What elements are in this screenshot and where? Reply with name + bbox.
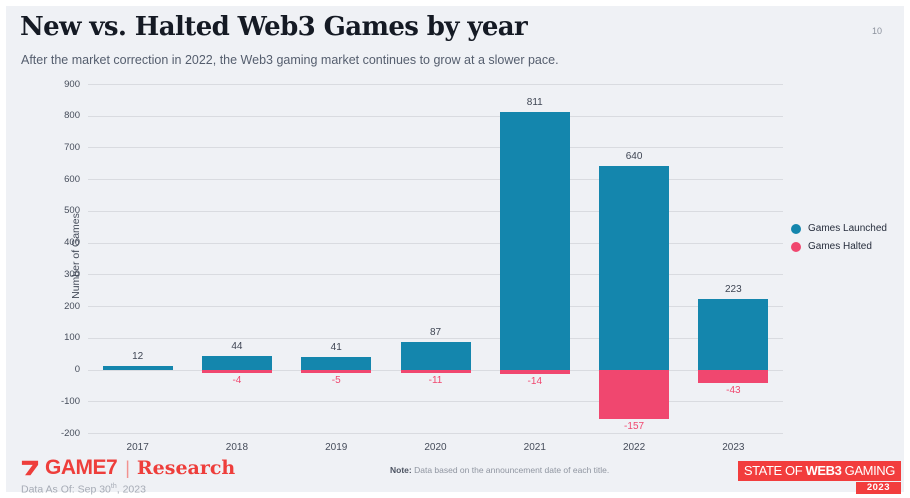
gridline-300	[88, 274, 783, 276]
y-tick-800: 800	[64, 110, 80, 122]
value-label-games-halted-2018: -4	[232, 374, 242, 386]
game7-7-icon	[21, 460, 39, 476]
gridline-700	[88, 147, 783, 149]
bar-games-launched-2018	[201, 355, 272, 370]
x-tick-2020: 2020	[424, 442, 447, 453]
badge-title: STATE OF WEB3 GAMING	[737, 461, 901, 481]
value-label-games-launched-2017: 12	[132, 350, 144, 362]
bar-games-halted-2022	[599, 369, 670, 420]
y-axis-title: Number of Games	[70, 213, 82, 299]
x-tick-2018: 2018	[225, 442, 249, 453]
gridline--200	[88, 433, 783, 434]
x-tick-2017: 2017	[126, 442, 149, 453]
data-as-of: Data As Of: Sep 30th, 2023	[21, 483, 146, 496]
bar-games-halted-2023	[698, 369, 769, 384]
gridline-600	[88, 179, 783, 181]
y-tick-300: 300	[64, 268, 80, 280]
y-tick-900: 900	[64, 78, 80, 90]
gridline-400	[88, 242, 783, 244]
y-tick--100: -100	[60, 395, 80, 407]
gridline-200	[88, 306, 783, 308]
x-tick-2021: 2021	[523, 442, 546, 453]
value-label-games-launched-2018: 44	[231, 340, 243, 352]
y-tick-500: 500	[64, 205, 80, 217]
value-label-games-halted-2020: -11	[428, 375, 443, 387]
plot-area: Number of Games 900 800 700 600 500 400 300 200…	[61, 79, 783, 453]
legend-item-games-launched: Games Launched	[791, 223, 887, 234]
slide: New vs. Halted Web3 Games by year 10 Aft…	[6, 6, 904, 496]
value-label-games-halted-2023: -43	[726, 385, 741, 397]
value-label-games-launched-2022: 640	[625, 151, 643, 163]
y-tick--200: -200	[60, 427, 80, 439]
bar-games-launched-2019	[301, 356, 372, 370]
gridline--100	[88, 401, 783, 403]
footnote-text: Data based on the announcement date of e…	[411, 465, 610, 475]
game7-research-logo: GAME7 | Research	[20, 456, 235, 480]
bar-games-halted-2019	[301, 369, 372, 373]
footnote: Note: Data based on the announcement dat…	[390, 465, 609, 475]
bar-games-launched-2017	[102, 365, 173, 370]
value-label-games-halted-2022: -157	[624, 421, 645, 433]
bar-games-launched-2020	[400, 341, 471, 370]
bar-games-halted-2020	[400, 369, 471, 374]
page-title: New vs. Halted Web3 Games by year	[20, 12, 528, 42]
value-label-games-launched-2023: 223	[725, 283, 742, 295]
y-tick-700: 700	[64, 141, 80, 153]
gridline-900	[88, 84, 783, 85]
value-label-games-halted-2019: -5	[331, 374, 341, 386]
legend-label: Games Halted	[808, 241, 872, 252]
page-subtitle: After the market correction in 2022, the…	[21, 53, 559, 67]
bar-games-launched-2023	[698, 298, 769, 370]
games-halted-dot-icon	[791, 241, 801, 252]
ordinal-sup: th	[110, 483, 117, 490]
state-of-web3-gaming-badge: STATE OF WEB3 GAMING 2023	[737, 461, 901, 494]
chart-legend: Games Launched Games Halted	[791, 223, 887, 252]
gridline-800	[88, 115, 783, 117]
bar-games-launched-2022	[599, 166, 670, 370]
legend-item-games-halted: Games Halted	[791, 241, 887, 252]
gridline-500	[88, 210, 783, 212]
legend-label: Games Launched	[808, 223, 887, 234]
logo-divider: |	[125, 457, 130, 478]
bar-games-halted-2021	[499, 369, 570, 374]
research-wordmark: Research	[136, 457, 236, 479]
y-tick-400: 400	[64, 237, 80, 249]
value-label-games-launched-2019: 41	[330, 341, 342, 353]
game7-wordmark: GAME7	[45, 456, 118, 479]
x-tick-2019: 2019	[325, 442, 348, 453]
x-tick-2022: 2022	[622, 442, 646, 453]
badge-year: 2023	[855, 482, 901, 494]
value-label-games-halted-2021: -14	[527, 375, 542, 387]
value-label-games-launched-2021: 811	[526, 97, 543, 109]
bar-games-halted-2018	[201, 369, 272, 373]
bar-games-launched-2021	[499, 112, 570, 370]
y-tick-600: 600	[64, 173, 80, 185]
footnote-label: Note:	[390, 465, 412, 475]
y-tick-100: 100	[64, 332, 80, 344]
games-launched-dot-icon	[791, 223, 801, 234]
y-tick-0: 0	[74, 364, 80, 376]
value-label-games-launched-2020: 87	[429, 326, 442, 338]
x-tick-2023: 2023	[722, 442, 745, 453]
page-number: 10	[871, 26, 882, 36]
gridline-100	[88, 337, 783, 339]
y-tick-200: 200	[64, 300, 80, 312]
